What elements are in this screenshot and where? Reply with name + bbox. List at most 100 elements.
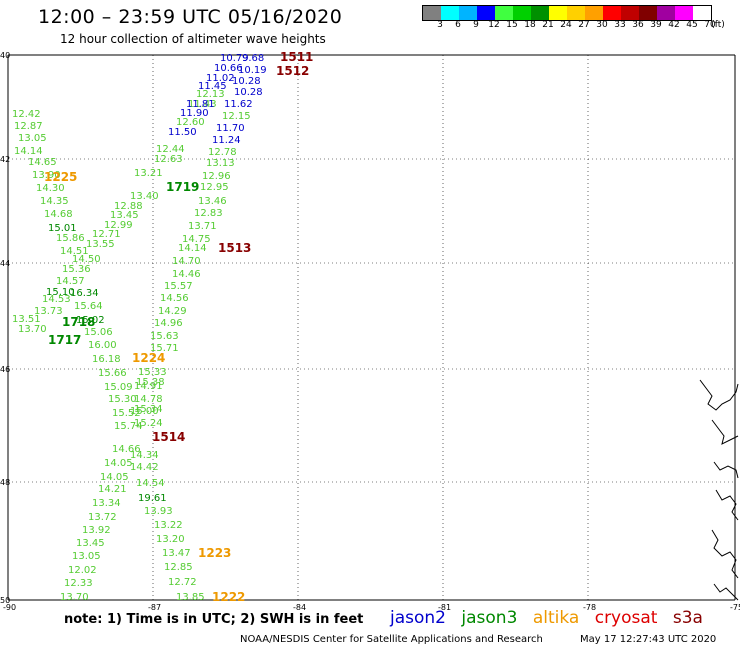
swh-label-jason3-lightgreen: 14.75 xyxy=(182,234,211,245)
color-scale-label: 70 xyxy=(704,20,716,30)
swh-label-jason2: 11.50 xyxy=(168,127,197,138)
swh-label-jason3-lightgreen: 12.83 xyxy=(194,208,223,219)
map-subtitle: 12 hour collection of altimeter wave hei… xyxy=(60,32,326,46)
lat-tick-label: 40 xyxy=(0,51,10,60)
lon-tick-label: -87 xyxy=(148,603,161,612)
swh-label-jason3-lightgreen: 13.45 xyxy=(76,538,105,549)
lon-tick-label: -78 xyxy=(583,603,596,612)
swh-label-jason3-lightgreen: 14.65 xyxy=(28,157,57,168)
lat-tick-label: 42 xyxy=(0,155,10,164)
swh-label-jason2: 10.28 xyxy=(234,87,263,98)
lat-tick-label: 44 xyxy=(0,259,10,268)
swh-label-jason3-lightgreen: 15.38 xyxy=(136,377,165,388)
color-scale-label: 27 xyxy=(578,20,590,30)
swh-label-jason3-lightgreen: 13.71 xyxy=(188,221,217,232)
swh-label-jason3-lightgreen: 14.53 xyxy=(42,294,71,305)
swh-label-jason3-darkgreen: 15.10 xyxy=(46,287,75,298)
swh-label-jason3-lightgreen: 13.93 xyxy=(144,506,173,517)
swh-label-jason3-lightgreen: 13.20 xyxy=(156,534,185,545)
color-swatch xyxy=(585,6,603,20)
swh-label-jason3-lightgreen: 15.57 xyxy=(164,281,193,292)
swh-label-jason3-lightgreen: 15.66 xyxy=(98,368,127,379)
color-scale-label: 39 xyxy=(650,20,662,30)
swh-label-jason3-lightgreen: 13.21 xyxy=(134,168,163,179)
lon-tick-label: -81 xyxy=(438,603,451,612)
swh-label-jason3-lightgreen: 13.45 xyxy=(110,210,139,221)
swh-label-jason2: 11.45 xyxy=(198,81,227,92)
color-swatch xyxy=(513,6,531,20)
color-scale-label: 36 xyxy=(632,20,644,30)
color-scale-label: 9 xyxy=(473,20,479,30)
color-scale-label: 6 xyxy=(455,20,461,30)
swh-label-jason3-lightgreen: 12.71 xyxy=(92,229,121,240)
legend-cryosat: cryosat xyxy=(594,608,658,628)
swh-label-jason3-lightgreen: 12.42 xyxy=(12,109,41,120)
swh-label-jason3-lightgreen: 13.13 xyxy=(206,158,235,169)
swh-label-jason3-lightgreen: 12.99 xyxy=(104,220,133,231)
color-scale-label: 33 xyxy=(614,20,626,30)
swh-label-jason3-lightgreen: 15.24 xyxy=(134,418,163,429)
lat-tick-label: 46 xyxy=(0,365,10,374)
swh-label-jason3-darkgreen: 15.02 xyxy=(76,315,105,326)
color-swatch xyxy=(459,6,477,20)
color-swatch xyxy=(567,6,585,20)
swh-label-jason3-lightgreen: 15.52 xyxy=(112,408,141,419)
swh-label-jason3-lightgreen: 14.35 xyxy=(40,196,69,207)
swh-label-jason3-lightgreen: 12.44 xyxy=(156,144,185,155)
swh-label-jason2: 10.28 xyxy=(232,76,261,87)
swh-label-jason3-lightgreen: 14.66 xyxy=(112,444,141,455)
swh-label-jason3-lightgreen: 13.51 xyxy=(12,314,41,325)
time-label-altika: 1222 xyxy=(212,590,245,604)
legend-jason2: jason2 xyxy=(390,608,446,628)
swh-label-jason3-lightgreen: 12.60 xyxy=(176,117,205,128)
swh-label-jason3-lightgreen: 13.92 xyxy=(82,525,111,536)
swh-label-jason3-lightgreen: 12.72 xyxy=(168,577,197,588)
swh-label-jason3-lightgreen: 13.05 xyxy=(18,133,47,144)
lat-tick-label: 50 xyxy=(0,596,10,605)
swh-label-jason3-lightgreen: 15.06 xyxy=(84,327,113,338)
color-swatch xyxy=(621,6,639,20)
time-label-s3a: 1511 xyxy=(280,50,313,64)
swh-label-jason3-lightgreen: 13.72 xyxy=(88,512,117,523)
swh-label-jason3-lightgreen: 14.91 xyxy=(134,381,163,392)
swh-label-jason2: 10.79 xyxy=(220,53,249,64)
swh-label-jason3-lightgreen: 13.22 xyxy=(154,520,183,531)
swh-label-jason3-lightgreen: 14.14 xyxy=(178,243,207,254)
lon-tick-label: -90 xyxy=(3,603,16,612)
swh-label-jason3-lightgreen: 13.40 xyxy=(130,191,159,202)
swh-label-jason3-lightgreen: 15.86 xyxy=(56,233,85,244)
swh-label-jason3-lightgreen: 14.46 xyxy=(172,269,201,280)
swh-label-jason3-darkgreen: 15.01 xyxy=(48,223,77,234)
color-scale-label: 45 xyxy=(686,20,698,30)
swh-label-jason3-lightgreen: 13.70 xyxy=(60,592,89,603)
time-label-altika: 1224 xyxy=(132,351,165,365)
swh-label-jason3-lightgreen: 14.29 xyxy=(158,306,187,317)
color-swatch xyxy=(477,6,495,20)
swh-label-jason3-lightgreen: 15.11 xyxy=(0,0,29,3)
time-label-altika: 1223 xyxy=(198,546,231,560)
observation-labels: 12.4212.8713.0514.1414.6513.9014.3014.35… xyxy=(0,0,313,604)
color-swatch xyxy=(531,6,549,20)
swh-label-jason3-lightgreen: 14.05 xyxy=(100,472,129,483)
swh-label-jason3-lightgreen: 12.85 xyxy=(164,562,193,573)
color-swatch xyxy=(639,6,657,20)
swh-label-jason3-lightgreen: 13.90 xyxy=(32,170,61,181)
swh-label-jason3-lightgreen: 15.36 xyxy=(62,264,91,275)
credit-line: NOAA/NESDIS Center for Satellite Applica… xyxy=(240,634,543,645)
swh-label-jason3-lightgreen: 12.33 xyxy=(64,578,93,589)
color-scale-label: 42 xyxy=(668,20,680,30)
swh-label-jason3-lightgreen: 12.96 xyxy=(202,171,231,182)
swh-label-jason2: 11.02 xyxy=(206,73,235,84)
swh-label-jason3-lightgreen: 15.64 xyxy=(74,301,103,312)
swh-label-jason3-lightgreen: 14.68 xyxy=(44,209,73,220)
swh-label-jason3-lightgreen: 16.00 xyxy=(88,340,117,351)
swh-label-jason3-lightgreen: 15.71 xyxy=(150,343,179,354)
swh-label-jason2: 11.24 xyxy=(212,135,241,146)
color-scale-label: (ft) xyxy=(711,20,725,30)
color-swatch xyxy=(495,6,513,20)
color-scale-label: 12 xyxy=(488,20,500,30)
color-swatch xyxy=(657,6,675,20)
swh-label-jason3-lightgreen: 14.78 xyxy=(134,394,163,405)
swh-label-jason3-darkgreen: 19.61 xyxy=(138,493,167,504)
